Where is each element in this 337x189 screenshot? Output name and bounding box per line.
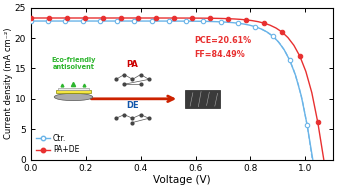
FancyBboxPatch shape [58,88,89,90]
FancyBboxPatch shape [185,90,220,108]
FancyBboxPatch shape [56,90,91,93]
Text: FF=84.49%: FF=84.49% [194,50,245,60]
Text: DE: DE [126,101,139,110]
Text: PA: PA [126,60,139,69]
Text: PCE=20.61%: PCE=20.61% [194,36,251,45]
Text: Eco-friendly
antisolvent: Eco-friendly antisolvent [51,57,96,70]
Y-axis label: Current density (mA cm⁻²): Current density (mA cm⁻²) [4,28,13,139]
X-axis label: Voltage (V): Voltage (V) [153,175,211,185]
Legend: Ctr., PA+DE: Ctr., PA+DE [35,132,81,156]
Ellipse shape [54,93,93,101]
